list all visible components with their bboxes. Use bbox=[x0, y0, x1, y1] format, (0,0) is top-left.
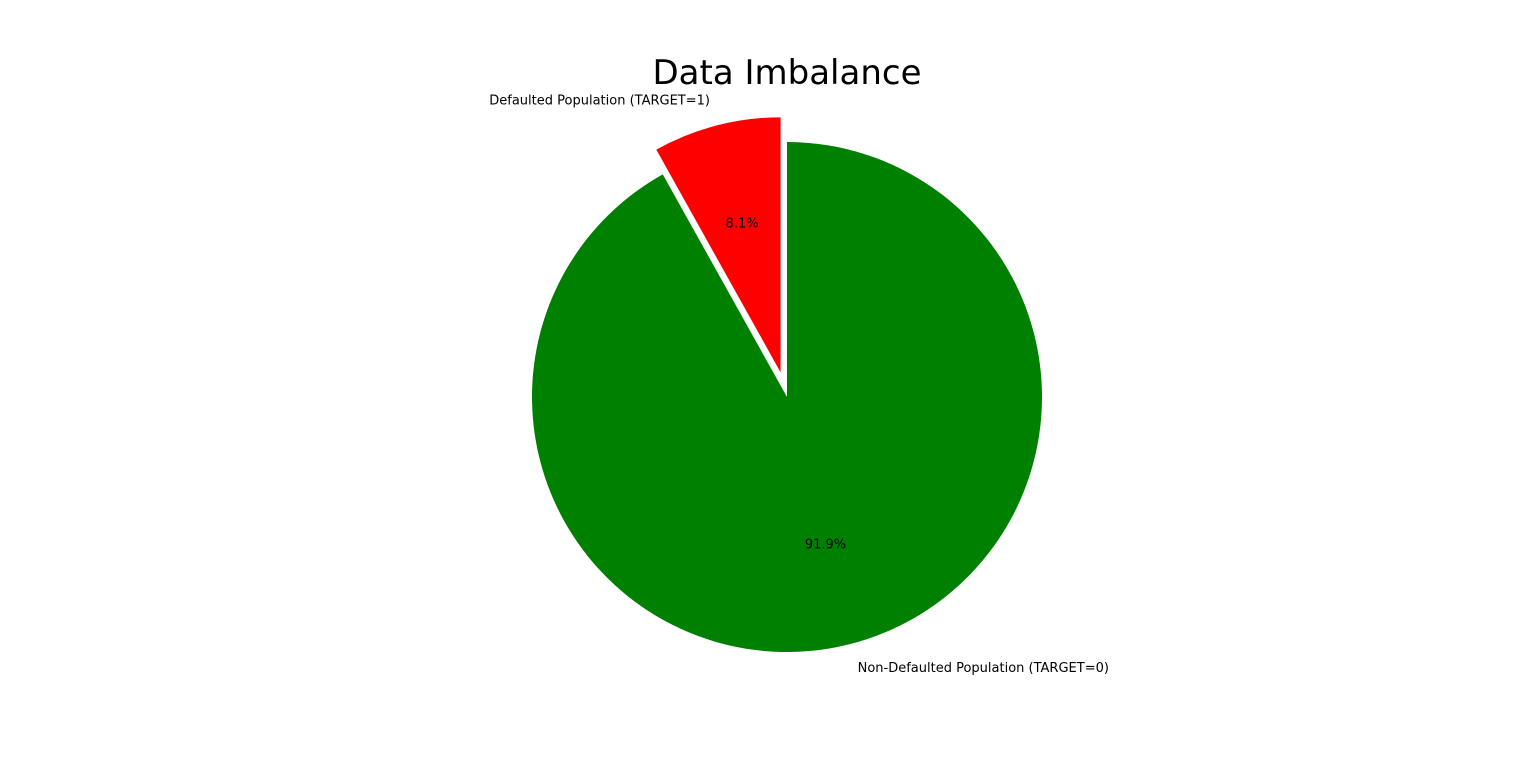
pie-slice bbox=[656, 117, 781, 373]
slice-percent-label: 8.1% bbox=[726, 217, 759, 232]
slice-label: Defaulted Population (TARGET=1) bbox=[489, 93, 710, 108]
chart-title: Data Imbalance bbox=[653, 53, 922, 93]
pie-slices bbox=[532, 117, 1043, 653]
pie-slice bbox=[532, 142, 1043, 653]
pie-labels: Defaulted Population (TARGET=1) 8.1% Non-D… bbox=[489, 93, 1109, 676]
slice-percent-label: 91.9% bbox=[805, 538, 846, 553]
slice-label: Non-Defaulted Population (TARGET=0) bbox=[858, 661, 1109, 676]
